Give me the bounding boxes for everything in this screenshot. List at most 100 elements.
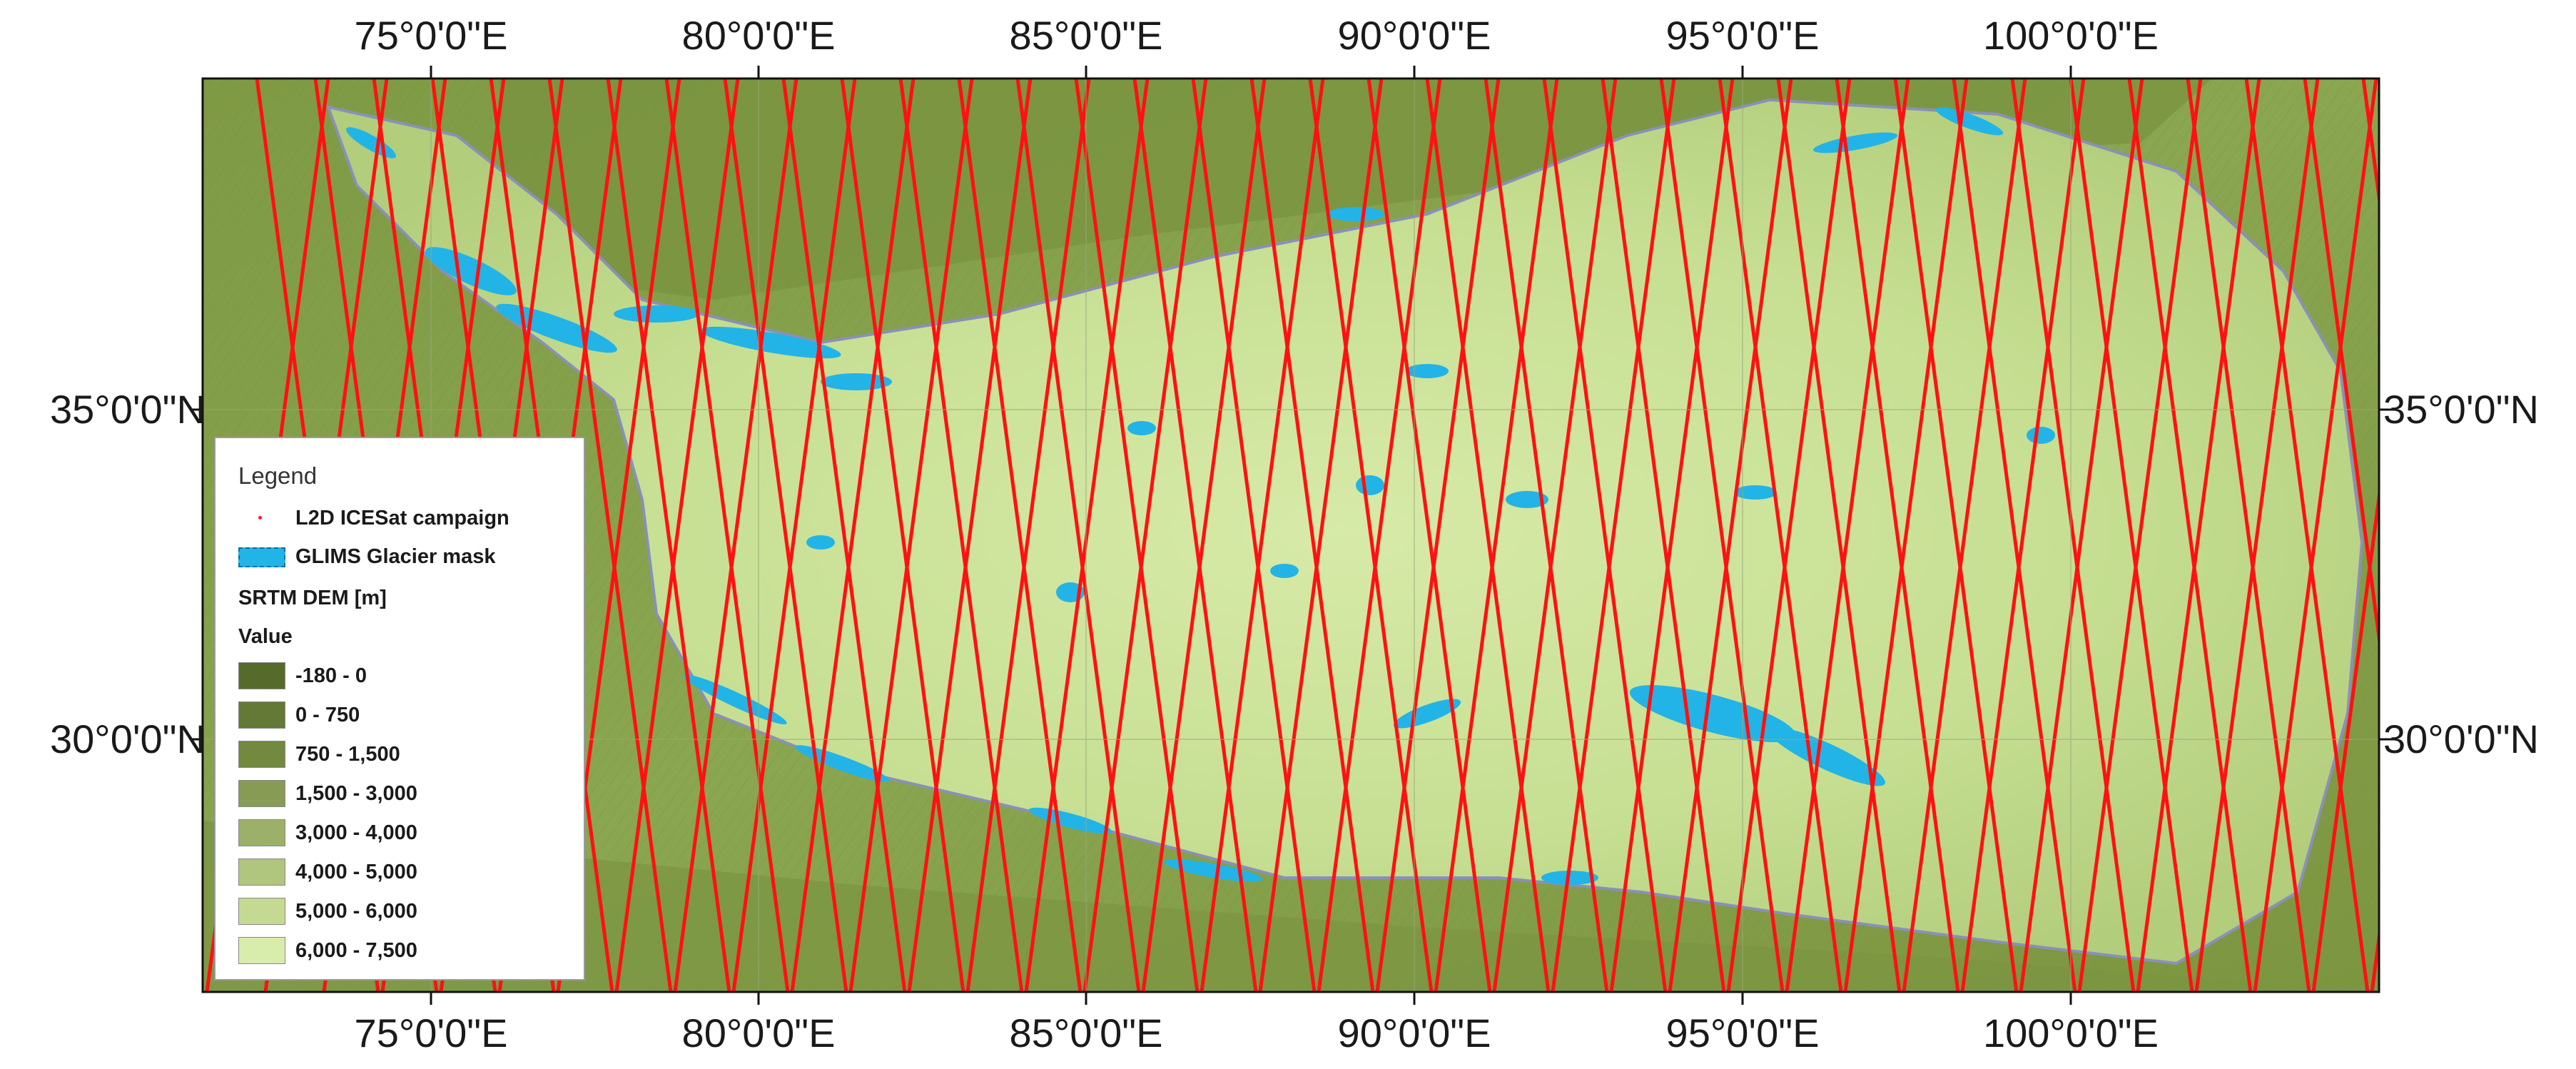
lon-label-top: 75°0'0"E: [354, 13, 508, 58]
dem-class-label: 4,000 - 5,000: [295, 860, 417, 883]
icesat-track: [1835, 78, 1960, 992]
plateau-boundary: [325, 98, 2364, 966]
legend-dem-class: 6,000 - 7,500: [238, 937, 417, 964]
icesat-tracks: [205, 78, 2576, 992]
icesat-track: [723, 78, 848, 992]
lat-label-right: 35°0'0"N: [2383, 387, 2539, 432]
icesat-track: [1366, 78, 1492, 992]
icesat-track: [1601, 78, 1726, 992]
icesat-track: [1082, 78, 1208, 992]
icesat-track: [2077, 78, 2203, 992]
icesat-track: [1551, 78, 1676, 992]
icesat-track: [898, 78, 1024, 992]
icesat-track: [1659, 78, 1785, 992]
tibetan-plateau: [328, 100, 2362, 963]
lon-label-bottom: 80°0'0"E: [681, 1010, 836, 1055]
icesat-track: [1952, 78, 2077, 992]
legend-item-glacier: GLIMS Glacier mask: [238, 545, 495, 569]
icesat-track: [790, 78, 916, 992]
legend-dem-class: 5,000 - 6,000: [238, 898, 417, 925]
icesat-track: [2244, 78, 2370, 992]
icesat-track: [1609, 78, 1735, 992]
dem-class-label: -180 - 0: [295, 664, 367, 687]
dem-class-label: 3,000 - 4,000: [295, 821, 417, 844]
icesat-track: [673, 78, 798, 992]
icesat-track: [1434, 78, 1559, 992]
icesat-track: [1024, 78, 1150, 992]
icesat-track: [1776, 78, 1902, 992]
icesat-track: [2489, 78, 2576, 992]
icesat-track: [2253, 78, 2378, 992]
icesat-track: [1425, 78, 1551, 992]
icesat-track: [2430, 78, 2552, 992]
icesat-track: [2069, 78, 2194, 992]
icesat-track: [1074, 78, 1200, 992]
icesat-track: [2136, 78, 2261, 992]
icesat-track: [1258, 78, 1384, 992]
dem-class-swatch: [238, 701, 285, 729]
dem-class-label: 750 - 1,500: [295, 742, 400, 766]
icesat-track: [1317, 78, 1442, 992]
lon-label-bottom: 75°0'0"E: [354, 1010, 508, 1055]
icesat-track: [2019, 78, 2144, 992]
dem-class-label: 5,000 - 6,000: [295, 899, 417, 923]
glacier-mask-icon: [238, 547, 285, 567]
lat-label-left: 35°0'0"N: [50, 387, 206, 432]
icesat-track: [965, 78, 1091, 992]
legend-item-tracks: L2D ICESat campaign: [238, 507, 509, 530]
map-legend: Legend L2D ICESat campaign GLIMS Glacier…: [214, 437, 585, 981]
map-frame: [190, 66, 2392, 1005]
icesat-track: [1785, 78, 1910, 992]
dem-class-swatch: [238, 898, 285, 925]
dem-class-swatch: [238, 741, 285, 768]
legend-dem-class: 0 - 750: [238, 701, 360, 729]
dem-class-label: 0 - 750: [295, 703, 360, 726]
icesat-track: [1132, 78, 1258, 992]
graticule: [203, 78, 2379, 992]
icesat-track: [1308, 78, 1434, 992]
legend-track-label: L2D ICESat campaign: [295, 507, 509, 530]
icesat-track: [2539, 78, 2576, 992]
icesat-track: [1843, 78, 1969, 992]
icesat-track: [1375, 78, 1501, 992]
lon-label-top: 80°0'0"E: [681, 13, 836, 58]
icesat-track: [2010, 78, 2136, 992]
icesat-track: [957, 78, 1082, 992]
glacier-mask: [346, 107, 2055, 885]
lon-label-top: 85°0'0"E: [1009, 13, 1163, 58]
lon-label-bottom: 85°0'0"E: [1009, 1010, 1163, 1055]
icesat-track: [1542, 78, 1668, 992]
lon-label-top: 90°0'0"E: [1337, 13, 1491, 58]
icesat-track: [1668, 78, 1793, 992]
icesat-track: [606, 78, 731, 992]
legend-dem-class: 750 - 1,500: [238, 741, 400, 768]
legend-dem-class: 1,500 - 3,000: [238, 780, 417, 807]
dem-class-swatch: [238, 662, 285, 689]
icesat-track: [2480, 78, 2576, 992]
dem-class-label: 6,000 - 7,500: [295, 938, 417, 962]
legend-value-label: Value: [238, 625, 293, 648]
dem-class-swatch: [238, 819, 285, 846]
dem-class-swatch: [238, 780, 285, 807]
lon-label-bottom: 90°0'0"E: [1337, 1010, 1491, 1055]
icesat-track: [614, 78, 740, 992]
icesat-track: [664, 78, 790, 992]
legend-dem-class: 4,000 - 5,000: [238, 858, 417, 886]
lon-label-bottom: 95°0'0"E: [1665, 1010, 1820, 1055]
icesat-track: [781, 78, 907, 992]
dem-class-swatch: [238, 858, 285, 886]
dem-class-label: 1,500 - 3,000: [295, 781, 417, 805]
icesat-track: [2422, 78, 2543, 992]
lat-label-right: 30°0'0"N: [2383, 716, 2539, 761]
legend-dem-class: 3,000 - 4,000: [238, 819, 417, 846]
icesat-track: [731, 78, 857, 992]
icesat-track: [1249, 78, 1375, 992]
icesat-track: [2127, 78, 2253, 992]
icesat-track: [1492, 78, 1618, 992]
icesat-track: [2303, 78, 2379, 652]
dem-class-swatch: [238, 937, 285, 964]
icesat-track: [1015, 78, 1141, 992]
icesat-track: [848, 78, 974, 992]
